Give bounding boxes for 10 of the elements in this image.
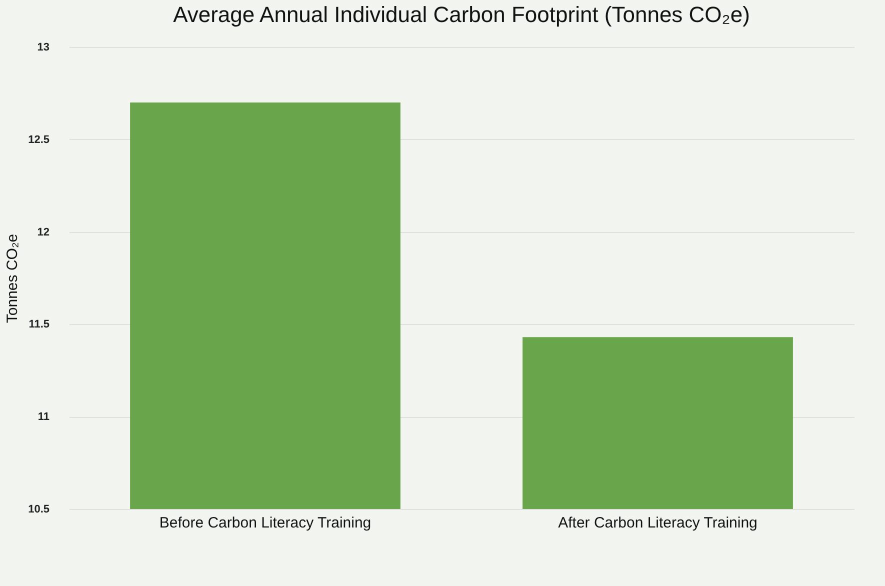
y-tick-label: 10.5	[28, 504, 50, 516]
x-tick-label: After Carbon Literacy Training	[558, 514, 758, 532]
y-tick-label: 12	[37, 226, 50, 238]
chart-title: Average Annual Individual Carbon Footprint (Tonnes CO₂e)	[173, 2, 750, 27]
y-tick-label: 11	[38, 411, 50, 424]
y-axis-title: Tonnes CO₂e	[4, 234, 22, 324]
y-tick-label: 13	[37, 42, 50, 54]
y-tick-label: 11.5	[28, 318, 50, 331]
y-tick-label: 12.5	[28, 134, 50, 146]
x-tick-label: Before Carbon Literacy Training	[159, 514, 372, 532]
